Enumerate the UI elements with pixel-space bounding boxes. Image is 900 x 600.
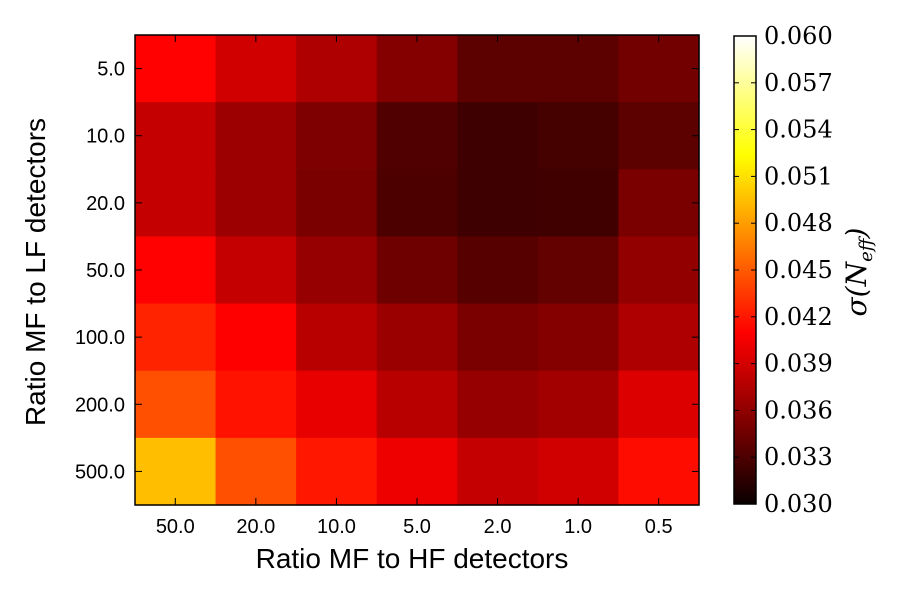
heatmap-cell — [135, 303, 217, 372]
heatmap-cell — [376, 437, 458, 506]
y-tick-label: 100.0 — [75, 327, 125, 349]
heatmap-cell — [537, 437, 620, 506]
heatmap-cell — [135, 35, 217, 103]
heatmap-cell — [296, 303, 378, 372]
y-tick-label: 5.0 — [97, 59, 125, 81]
colorbar-tick-label: 0.030 — [764, 490, 833, 518]
colorbar-label: σ(Neff) — [840, 228, 877, 317]
heatmap-cell — [537, 35, 620, 103]
heatmap-cell — [618, 169, 700, 238]
heatmap-cell — [215, 303, 297, 372]
heatmap-cell — [457, 35, 539, 103]
colorbar-label-subscript: eff — [856, 235, 877, 262]
heatmap-cell — [457, 303, 539, 372]
heatmap-cell — [457, 236, 539, 305]
heatmap-cell — [215, 370, 297, 439]
heatmap-cell — [457, 169, 539, 238]
heatmap-cell — [618, 303, 700, 372]
heatmap-cell — [376, 236, 458, 305]
heatmap-cell — [296, 236, 378, 305]
heatmap-cell — [215, 102, 297, 170]
heatmap-cells — [135, 35, 700, 506]
colorbar-tick-label: 0.048 — [764, 209, 833, 237]
heatmap-cell — [457, 102, 539, 170]
colorbar-tick-label: 0.057 — [764, 69, 833, 97]
heatmap-cell — [376, 102, 458, 170]
y-tick-label: 50.0 — [86, 260, 125, 282]
x-axis-label: Ratio MF to HF detectors — [256, 543, 569, 574]
colorbar-tick-label: 0.051 — [764, 162, 833, 190]
colorbar-tick-label: 0.054 — [764, 116, 833, 144]
colorbar-tick-label: 0.033 — [764, 443, 833, 471]
y-axis-label: Ratio MF to LF detectors — [20, 118, 51, 426]
heatmap-cell — [135, 236, 217, 305]
heatmap-cell — [215, 35, 297, 103]
colorbar-label-sigma: σ(N — [840, 260, 873, 316]
x-tick-label: 20.0 — [236, 516, 275, 538]
heatmap-cell — [135, 437, 217, 506]
heatmap-cell — [296, 169, 378, 238]
colorbar-ticks: 0.030 0.033 0.036 0.039 0.042 0.045 0.048 0.051… — [734, 22, 833, 518]
colorbar-tick-label: 0.039 — [764, 350, 833, 378]
heatmap-cell — [537, 303, 620, 372]
y-tick-label: 500.0 — [75, 461, 125, 483]
heatmap-cell — [296, 35, 378, 103]
heatmap-cell — [457, 370, 539, 439]
heatmap-cell — [135, 169, 217, 238]
x-tick-label: 10.0 — [317, 516, 356, 538]
colorbar-tick-label: 0.045 — [764, 256, 833, 284]
heatmap-cell — [537, 370, 620, 439]
heatmap-cell — [296, 437, 378, 506]
x-tick-label: 50.0 — [156, 516, 195, 538]
heatmap-cell — [296, 370, 378, 439]
heatmap-cell — [376, 35, 458, 103]
y-tick-label: 200.0 — [75, 394, 125, 416]
heatmap-cell — [618, 236, 700, 305]
heatmap-cell — [457, 437, 539, 506]
colorbar-tick-label: 0.036 — [764, 396, 833, 424]
y-tick-label: 20.0 — [86, 193, 125, 215]
heatmap-cell — [537, 102, 620, 170]
heatmap-cell — [215, 236, 297, 305]
x-tick-label: 1.0 — [564, 516, 592, 538]
heatmap-cell — [376, 370, 458, 439]
colorbar-tick-label: 0.042 — [764, 303, 833, 331]
heatmap-cell — [618, 102, 700, 170]
colorbar-label-close: ) — [840, 228, 873, 240]
heatmap-cell — [135, 102, 217, 170]
heatmap-cell — [376, 303, 458, 372]
heatmap-cell — [296, 102, 378, 170]
heatmap-cell — [376, 169, 458, 238]
heatmap-cell — [618, 437, 700, 506]
y-tick-labels: 5.0 10.0 20.0 50.0 100.0 200.0 500.0 — [75, 59, 125, 484]
x-tick-label: 0.5 — [645, 516, 673, 538]
y-tick-label: 10.0 — [86, 126, 125, 148]
axis-ticks — [135, 35, 699, 505]
heatmap-cell — [215, 437, 297, 506]
heatmap-cell — [215, 169, 297, 238]
x-tick-label: 5.0 — [403, 516, 431, 538]
heatmap-cell — [618, 370, 700, 439]
heatmap-cell — [135, 370, 217, 439]
x-tick-label: 2.0 — [484, 516, 512, 538]
heatmap-cell — [537, 169, 620, 238]
heatmap-cell — [618, 35, 700, 103]
x-tick-labels: 50.0 20.0 10.0 5.0 2.0 1.0 0.5 — [156, 516, 673, 538]
heatmap-cell — [537, 236, 620, 305]
colorbar-tick-label: 0.060 — [764, 22, 833, 50]
